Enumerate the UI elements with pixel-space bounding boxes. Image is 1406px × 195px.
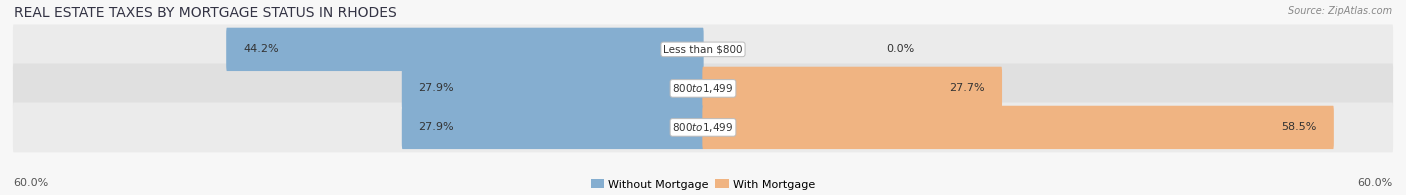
Legend: Without Mortgage, With Mortgage: Without Mortgage, With Mortgage (586, 175, 820, 194)
Text: 27.9%: 27.9% (419, 83, 454, 93)
Text: 44.2%: 44.2% (243, 44, 278, 54)
Text: Source: ZipAtlas.com: Source: ZipAtlas.com (1288, 6, 1392, 16)
FancyBboxPatch shape (13, 24, 1393, 74)
Text: 0.0%: 0.0% (886, 44, 914, 54)
FancyBboxPatch shape (402, 106, 703, 149)
Text: 60.0%: 60.0% (1357, 178, 1392, 188)
FancyBboxPatch shape (402, 67, 703, 110)
FancyBboxPatch shape (13, 63, 1393, 113)
FancyBboxPatch shape (703, 106, 1334, 149)
Text: 27.7%: 27.7% (949, 83, 986, 93)
Text: Less than $800: Less than $800 (664, 44, 742, 54)
FancyBboxPatch shape (13, 103, 1393, 152)
FancyBboxPatch shape (226, 28, 703, 71)
Text: $800 to $1,499: $800 to $1,499 (672, 121, 734, 134)
Text: 60.0%: 60.0% (14, 178, 49, 188)
Text: 58.5%: 58.5% (1282, 122, 1317, 132)
Text: $800 to $1,499: $800 to $1,499 (672, 82, 734, 95)
Text: REAL ESTATE TAXES BY MORTGAGE STATUS IN RHODES: REAL ESTATE TAXES BY MORTGAGE STATUS IN … (14, 6, 396, 20)
FancyBboxPatch shape (703, 67, 1002, 110)
Text: 27.9%: 27.9% (419, 122, 454, 132)
